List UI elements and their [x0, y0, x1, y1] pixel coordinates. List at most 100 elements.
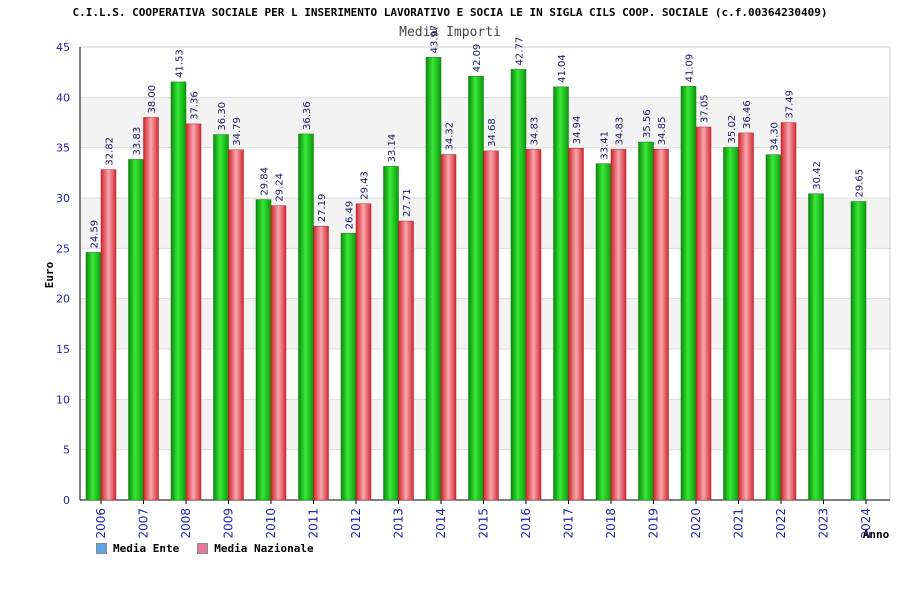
x-tick-label: 2007 [137, 508, 151, 539]
bar-media-nazionale [780, 122, 797, 501]
y-tick-label: 10 [56, 393, 70, 406]
x-tick-label: 2021 [732, 508, 746, 539]
bar-media-nazionale [355, 203, 372, 501]
bar-media-ente [680, 86, 697, 501]
data-label: 42.77 [515, 37, 526, 66]
data-label: 36.36 [302, 101, 313, 130]
bar-media-nazionale [228, 149, 244, 501]
x-tick-label: 2013 [392, 508, 406, 539]
bar-media-nazionale [270, 205, 287, 501]
data-label: 33.41 [600, 131, 611, 160]
bar-media-nazionale [185, 123, 202, 501]
data-label: 36.30 [217, 102, 228, 131]
bar-media-nazionale [568, 148, 584, 501]
bar-media-nazionale [695, 126, 712, 501]
data-label: 36.46 [742, 100, 753, 129]
data-label: 33.83 [132, 127, 143, 156]
bar-media-ente [765, 154, 782, 501]
data-label: 34.68 [487, 118, 498, 147]
data-label: 30.42 [812, 161, 823, 190]
bar-media-ente [638, 141, 654, 501]
x-tick-label: 2017 [562, 508, 576, 539]
x-tick-label: 2024 [859, 508, 873, 539]
legend-item-ente: Media Ente [96, 542, 179, 555]
bar-media-ente [340, 233, 357, 501]
data-label: 41.09 [685, 54, 696, 83]
bar-media-ente [850, 201, 867, 501]
legend-swatch-nazionale [197, 543, 209, 554]
bar-media-nazionale [143, 117, 159, 501]
x-tick-label: 2012 [349, 508, 363, 539]
x-tick-label: 2010 [264, 508, 278, 539]
y-tick-label: 30 [56, 192, 70, 205]
x-tick-label: 2020 [689, 508, 703, 539]
x-tick-label: 2018 [604, 508, 618, 539]
data-label: 27.71 [402, 188, 413, 217]
bar-media-ente [808, 193, 824, 501]
data-label: 42.09 [472, 44, 483, 73]
x-tick-label: 2006 [94, 508, 108, 539]
data-label: 38.00 [147, 85, 158, 114]
x-tick-label: 2011 [307, 508, 321, 539]
data-label: 29.65 [855, 169, 866, 198]
legend-swatch-ente [96, 543, 107, 554]
data-label: 26.49 [345, 201, 356, 230]
data-label: 41.04 [557, 54, 568, 83]
bar-media-ente [383, 166, 399, 501]
data-label: 24.59 [90, 220, 101, 249]
data-label: 34.83 [615, 117, 626, 146]
data-label: 34.83 [530, 117, 541, 146]
bar-media-ente [425, 57, 442, 501]
bar-media-nazionale [525, 149, 542, 501]
y-tick-label: 20 [56, 293, 70, 306]
x-tick-label: 2023 [817, 508, 831, 539]
bar-media-ente [85, 252, 102, 501]
data-label: 35.02 [727, 115, 738, 144]
x-axis-label: Anno [863, 528, 890, 541]
bar-media-ente [170, 81, 187, 501]
x-tick-label: 2008 [179, 508, 193, 539]
bar-media-ente [723, 147, 739, 501]
data-label: 37.49 [785, 90, 796, 119]
data-label: 32.82 [105, 137, 116, 166]
data-label: 35.56 [642, 109, 653, 138]
chart-subtitle: Media Importi [399, 25, 501, 40]
data-label: 29.43 [360, 171, 371, 200]
legend-label-nazionale: Media Nazionale [214, 542, 314, 555]
bar-media-nazionale [398, 220, 414, 501]
bar-media-ente [468, 76, 484, 501]
bar-media-nazionale [610, 149, 627, 501]
x-tick-label: 2014 [434, 508, 448, 539]
data-label: 34.32 [445, 122, 456, 151]
bar-media-ente [595, 163, 612, 501]
data-label: 29.84 [260, 167, 271, 196]
y-tick-label: 40 [56, 91, 70, 104]
legend-item-nazionale: Media Nazionale [197, 542, 314, 555]
data-label: 43.97 [430, 25, 441, 54]
bar-media-nazionale [653, 148, 669, 501]
y-tick-label: 0 [63, 494, 70, 507]
bar-media-ente [255, 199, 272, 501]
data-label: 34.30 [770, 122, 781, 151]
chart-title: C.I.L.S. COOPERATIVA SOCIALE PER L INSER… [72, 6, 828, 19]
y-tick-label: 15 [56, 343, 70, 356]
x-tick-label: 2015 [477, 508, 491, 539]
data-label: 37.05 [700, 94, 711, 123]
bar-media-nazionale [440, 154, 457, 501]
bar-media-nazionale [100, 169, 117, 501]
y-axis-label: Euro [43, 261, 56, 288]
data-label: 34.85 [657, 117, 668, 146]
bar-media-ente [510, 69, 527, 501]
legend: Media Ente Media Nazionale [96, 542, 314, 555]
bar-media-ente [298, 133, 314, 501]
y-tick-label: 35 [56, 142, 70, 155]
grid-band [80, 97, 890, 148]
y-tick-label: 25 [56, 242, 70, 255]
data-label: 33.14 [387, 134, 398, 163]
x-tick-label: 2022 [774, 508, 788, 539]
bar-media-ente [128, 159, 144, 501]
y-tick-label: 5 [63, 444, 70, 457]
data-label: 41.53 [175, 49, 186, 78]
data-label: 27.19 [317, 194, 328, 223]
